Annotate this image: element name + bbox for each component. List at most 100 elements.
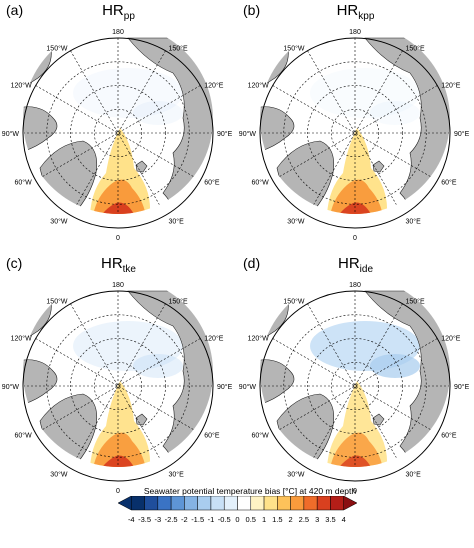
longitude-label: 120°W [11, 335, 32, 343]
panel-label: (a) [6, 2, 24, 18]
panel-title-sub: pp [123, 11, 135, 22]
longitude-label: 60°E [441, 432, 457, 440]
longitude-label: 60°W [15, 432, 33, 440]
colorbar-tick-label: 0.5 [246, 515, 256, 524]
longitude-label: 30°W [287, 217, 305, 225]
latitude-circle [93, 361, 143, 411]
colorbar-swatch [250, 496, 265, 511]
panel-label: (c) [6, 255, 23, 271]
colorbar-swatch [197, 496, 212, 511]
panel-title: HRide [237, 255, 474, 275]
colorbar-swatch [131, 496, 145, 511]
panel-label: (d) [243, 255, 261, 271]
map-panel: (c) HRtke 180 150°E 120°E 90°E 60°E 30°E 0 30°W 60… [0, 253, 237, 515]
longitude-label: 90°W [239, 383, 257, 391]
cool-bias-area [370, 101, 420, 125]
iceland-landmass [335, 218, 347, 223]
colorbar-tick-label: -1 [208, 515, 215, 524]
longitude-label: 120°W [11, 82, 32, 90]
map-panel: (d) HRide 180 150°E 120°E 90°E 60°E 30°E 0 30°W 60… [237, 253, 474, 515]
colorbar: -4 -3.5 -3 -2.5 -2 -1.5 -1 -0.5 0 0.5 1 1.5 2 2.5 3 3.5… [117, 496, 358, 524]
canadian-archipelago-landmass [23, 106, 58, 154]
panel-title-sub: tke [122, 264, 136, 275]
latitude-circle [330, 361, 380, 411]
latitude-circle [46, 314, 190, 458]
iceland-landmass [98, 218, 110, 223]
latitude-circle [70, 85, 166, 181]
latitude-circle [307, 85, 403, 181]
longitude-label: 60°W [252, 432, 270, 440]
longitude-label: 90°W [239, 130, 257, 138]
longitude-label: 30°E [169, 217, 185, 225]
longitude-label: 90°E [217, 383, 233, 391]
longitude-label: 120°E [441, 335, 460, 343]
latitude-circle [93, 108, 143, 158]
colorbar-swatch [170, 496, 185, 511]
warm-bias-peak [96, 455, 140, 467]
longitude-label: 180 [112, 29, 124, 36]
panel-title-main: HR [102, 2, 124, 19]
longitude-label: 90°W [2, 383, 20, 391]
longitude-label: 60°E [204, 179, 220, 187]
longitude-label: 60°W [15, 179, 33, 187]
colorbar-tick-label: -4 [128, 515, 135, 524]
longitude-label: 120°W [248, 335, 269, 343]
panel-title-sub: kpp [358, 11, 375, 22]
longitude-label: 150°E [169, 45, 188, 53]
latitude-circle [330, 108, 380, 158]
canadian-archipelago-landmass [260, 359, 295, 407]
longitude-label: 150°W [46, 45, 67, 53]
panel-title-main: HR [336, 2, 359, 19]
latitude-circle [307, 338, 403, 434]
map-border [22, 37, 214, 229]
colorbar-swatch [184, 496, 198, 511]
panel-title-sub: ide [359, 264, 374, 275]
panel-title: HRkpp [237, 2, 474, 22]
longitude-label: 30°E [169, 470, 185, 478]
panel-title: HRpp [0, 2, 237, 22]
cool-bias-area [310, 68, 420, 118]
longitude-label: 30°W [50, 217, 68, 225]
longitude-label: 150°W [283, 45, 304, 53]
longitude-label: 60°E [204, 432, 220, 440]
latitude-circle [283, 314, 427, 458]
longitude-label: 150°E [406, 298, 425, 306]
warm-bias-peak [333, 455, 377, 467]
colorbar-swatch [144, 496, 159, 511]
longitude-label: 150°E [169, 298, 188, 306]
colorbar-title: Seawater potential temperature bias [°C]… [143, 486, 357, 496]
colorbar-tick-label: -0.5 [218, 515, 231, 524]
warm-bias-peak [96, 202, 140, 214]
colorbar-tick-label: -2 [181, 515, 188, 524]
longitude-label: 30°E [406, 470, 422, 478]
longitude-label: 30°W [287, 470, 305, 478]
colorbar-tick-label: 1.5 [272, 515, 282, 524]
colorbar-tick-label: -2.5 [165, 515, 178, 524]
longitude-label: 90°E [217, 130, 233, 138]
longitude-label: 0 [116, 488, 120, 495]
panel-title-main: HR [100, 255, 123, 272]
colorbar-swatch [223, 496, 238, 511]
latitude-circle [70, 338, 166, 434]
longitude-label: 90°W [2, 130, 20, 138]
cool-bias-area [73, 321, 183, 371]
polar-map: 180 150°E 120°E 90°E 60°E 30°E 0 30°W 60°W 90°W 12… [2, 282, 233, 495]
colorbar-swatch [316, 496, 331, 511]
longitude-label: 150°W [283, 298, 304, 306]
cool-bias-area [133, 101, 183, 125]
longitude-label: 120°E [204, 335, 223, 343]
warm-bias-peak [333, 202, 377, 214]
colorbar-tick-label: 0 [235, 515, 239, 524]
colorbar-swatch [117, 496, 132, 511]
longitude-label: 150°W [46, 298, 67, 306]
polar-map: 180 150°E 120°E 90°E 60°E 30°E 0 30°W 60°W 90°W 12… [2, 29, 233, 242]
map-border [259, 290, 451, 482]
colorbar-tick-label: 2 [289, 515, 293, 524]
map-panel: (b) HRkpp 180 150°E 120°E 90°E 60°E 30°E 0 30°W 60… [237, 0, 474, 262]
longitude-label: 0 [353, 235, 357, 242]
longitude-label: 0 [116, 235, 120, 242]
colorbar-swatch [290, 496, 305, 511]
colorbar-tick-label: 4 [342, 515, 346, 524]
colorbar-swatch [330, 496, 344, 511]
iceland-landmass [98, 471, 110, 476]
